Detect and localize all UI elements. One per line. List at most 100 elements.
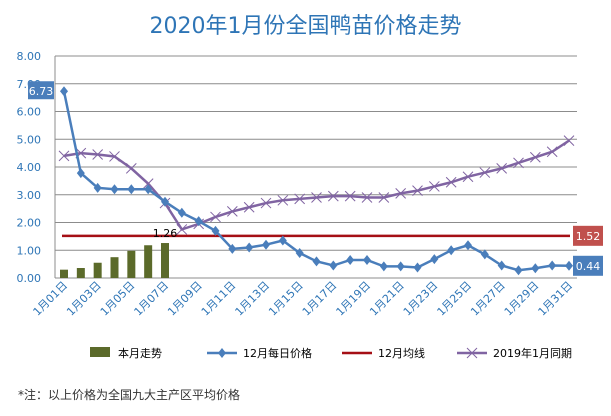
diamond-marker xyxy=(497,260,506,271)
x-marker xyxy=(479,167,491,178)
bar xyxy=(127,250,136,278)
x-marker xyxy=(210,211,221,223)
x-marker xyxy=(513,157,524,169)
x-marker xyxy=(563,135,575,146)
y-tick-label: 0.00 xyxy=(17,272,42,285)
x-tick-label: 1月25日 xyxy=(435,279,475,319)
data-label: 1.52 xyxy=(576,230,601,243)
x-marker xyxy=(311,192,322,203)
data-label-box xyxy=(573,255,603,276)
x-marker xyxy=(412,185,423,196)
diamond-marker xyxy=(346,254,355,265)
x-marker xyxy=(226,206,238,217)
diamond-marker xyxy=(514,265,523,276)
x-tick-label: 1月23日 xyxy=(401,279,441,319)
diamond-marker xyxy=(60,86,68,97)
diamond-marker xyxy=(245,242,254,253)
x-marker xyxy=(445,176,457,188)
x-marker xyxy=(395,188,407,199)
x-marker xyxy=(361,192,373,203)
x-tick-label: 1月13日 xyxy=(233,279,273,319)
x-tick-label: 1月09日 xyxy=(165,279,205,319)
legend-marker xyxy=(466,347,478,359)
x-marker xyxy=(58,150,70,162)
x-marker xyxy=(176,224,188,235)
bar xyxy=(110,257,119,278)
series-line-2019 xyxy=(63,139,570,231)
diamond-marker xyxy=(396,261,405,272)
x-marker xyxy=(294,193,306,205)
x-tick-label: 1月19日 xyxy=(334,279,374,319)
x-tick-label: 1月21日 xyxy=(367,279,407,319)
y-tick-label: 8.00 xyxy=(17,50,42,63)
x-marker xyxy=(277,194,289,206)
data-label: 0.44 xyxy=(576,260,601,273)
x-tick-label: 1月11日 xyxy=(199,279,239,319)
y-tick-label: 4.00 xyxy=(17,161,42,174)
x-tick-label: 1月27日 xyxy=(468,279,508,319)
data-label-box xyxy=(28,81,54,100)
diamond-marker xyxy=(363,254,371,265)
diamond-marker xyxy=(161,196,169,207)
x-tick-label: 1月31日 xyxy=(536,279,576,319)
legend-label: 12月均线 xyxy=(378,346,425,360)
diamond-marker xyxy=(447,245,456,256)
data-label: 6.73 xyxy=(29,85,54,98)
diamond-marker xyxy=(312,256,321,267)
y-tick-label: 6.00 xyxy=(17,106,42,119)
x-tick-label: 1月29日 xyxy=(502,279,542,319)
diamond-marker xyxy=(295,248,304,259)
bar xyxy=(93,262,102,278)
x-tick-label: 1月05日 xyxy=(98,279,138,319)
diamond-marker xyxy=(127,184,136,195)
x-marker xyxy=(529,151,541,163)
data-label-box xyxy=(573,225,603,246)
x-marker xyxy=(462,171,474,183)
diamond-marker xyxy=(177,207,186,218)
diamond-marker xyxy=(262,239,270,250)
x-tick-label: 1月15日 xyxy=(266,279,306,319)
x-marker xyxy=(327,190,339,202)
diamond-marker xyxy=(329,260,338,271)
chart-title: 2020年1月份全国鸭苗价格走势 xyxy=(149,14,462,39)
diamond-marker xyxy=(548,260,557,271)
y-tick-label: 3.00 xyxy=(17,189,42,202)
diamond-marker xyxy=(93,182,102,193)
x-marker xyxy=(378,192,390,203)
bar xyxy=(60,269,68,278)
x-tick-label: 1月03日 xyxy=(64,279,104,319)
y-tick-label: 5.00 xyxy=(17,133,42,146)
legend-marker xyxy=(218,348,226,358)
x-marker xyxy=(125,163,137,174)
x-marker xyxy=(344,190,356,202)
diamond-marker xyxy=(228,243,237,254)
y-tick-label: 2.00 xyxy=(17,217,42,230)
x-marker xyxy=(428,181,440,192)
legend-swatch xyxy=(90,347,110,357)
diamond-marker xyxy=(464,240,472,251)
x-tick-label: 1月17日 xyxy=(300,279,340,319)
diamond-marker xyxy=(211,225,220,236)
y-tick-label: 1.00 xyxy=(17,244,42,257)
bar xyxy=(161,243,169,278)
data-label: 1.26 xyxy=(153,227,178,240)
bar xyxy=(76,268,85,278)
diamond-marker xyxy=(76,168,85,179)
legend-label: 2019年1月同期 xyxy=(493,346,572,360)
x-marker xyxy=(546,146,558,158)
diamond-marker xyxy=(480,249,489,260)
diamond-marker xyxy=(110,184,119,195)
diamond-marker xyxy=(413,262,422,273)
legend-label: 本月走势 xyxy=(118,346,162,360)
x-marker xyxy=(92,149,104,160)
x-marker xyxy=(496,163,508,174)
diamond-marker xyxy=(531,263,540,274)
series-line-daily xyxy=(62,90,570,272)
diamond-marker xyxy=(144,184,153,195)
diamond-marker xyxy=(565,260,573,271)
x-tick-label: 1月07日 xyxy=(132,279,172,319)
x-marker xyxy=(109,151,120,162)
diamond-marker xyxy=(430,254,439,265)
legend-label: 12月每日价格 xyxy=(243,346,312,360)
